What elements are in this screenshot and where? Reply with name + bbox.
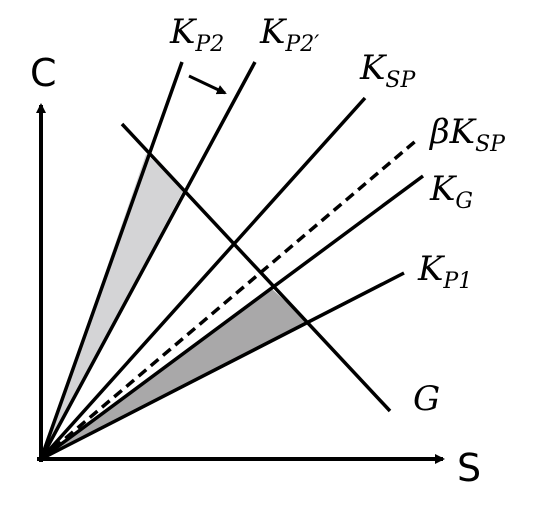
kp2-prime-label-sub: P2′: [284, 32, 319, 57]
beta-ksp-label-main: βK: [428, 112, 478, 152]
kp1-label-sub: P1: [442, 269, 472, 294]
kp2-label: KP2: [169, 12, 224, 57]
rotation-arrow: [188, 74, 227, 95]
y-axis-label: C: [30, 51, 57, 95]
ksp-line: [39, 96, 367, 461]
kg-label: KG: [429, 169, 473, 214]
ksp-label-sub: SP: [385, 68, 416, 93]
ksp-label: KSP: [359, 48, 416, 93]
g-label: G: [413, 379, 440, 419]
kg-line: [39, 174, 425, 461]
beta-ksp-label-sub: SP: [475, 132, 506, 157]
kp2-prime-label-main: K: [259, 12, 288, 52]
kp1-label: KP1: [417, 249, 472, 294]
beta-ksp-line: [39, 137, 420, 461]
kg-label-sub: G: [455, 189, 473, 214]
lower-shaded-region: [41, 289, 308, 459]
ksp-label-main: K: [359, 48, 388, 88]
beta-ksp-label: βKSP: [428, 112, 506, 157]
kp2-line: [39, 61, 184, 460]
kp2-prime-label: KP2′: [259, 12, 319, 57]
kp2-label-main: K: [169, 12, 198, 52]
kp1-label-main: K: [417, 249, 446, 289]
g-line: [120, 122, 392, 413]
x-axis-label: S: [457, 446, 481, 490]
kp2-label-sub: P2: [194, 32, 224, 57]
kp1-line: [40, 271, 405, 461]
upper-shaded-region: [41, 154, 184, 459]
kg-label-main: K: [429, 169, 458, 209]
kp2-prime-line: [39, 61, 257, 460]
